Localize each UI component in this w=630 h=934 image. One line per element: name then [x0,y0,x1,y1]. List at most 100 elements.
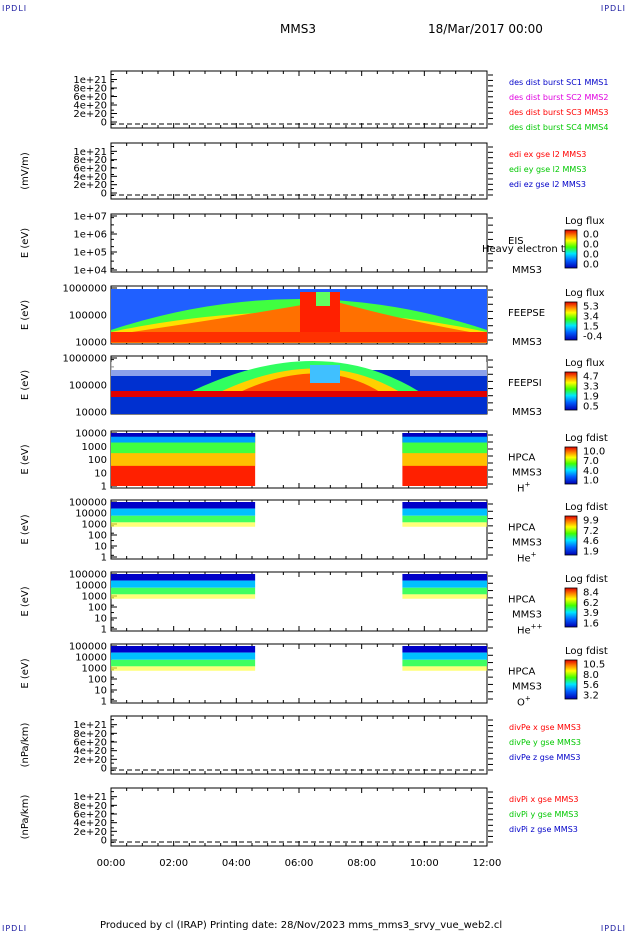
spectrogram-band [402,508,487,516]
hpca-spectrogram [402,574,487,599]
y-tick-label: 1e+21 [73,75,107,86]
y-axis-label: E (eV) [20,658,31,688]
hpca-spectrogram [111,646,256,671]
colorbar-title: Log fdist [565,574,608,585]
colorbar-tick-label: 5.3 [583,302,599,313]
colorbar [564,587,578,628]
spacecraft-title: MMS3 [280,22,316,36]
legend-entry: divPi y gse MMS3 [509,810,578,819]
y-tick-label: 6e+20 [73,810,107,821]
spectrogram-band [111,515,256,523]
y-tick-label: 1000000 [62,354,107,365]
colorbar [564,515,578,556]
instrument-label: FEEPSI [508,378,542,389]
x-tick-label: 10:00 [410,858,439,869]
y-tick-label: 2e+20 [73,755,107,766]
y-tick-label: 100000 [69,311,107,322]
y-tick-label: 1000 [82,442,107,453]
y-axis-label: (nPa/km) [20,723,31,768]
instrument-label: FEEPSE [508,308,545,319]
colorbar-tick-label: 1.0 [583,476,599,487]
y-tick-label: 10000 [75,338,107,349]
spectrogram-band [402,594,487,599]
hpca-spectrogram [402,433,487,486]
y-tick-label: 10 [94,686,107,697]
spectrogram-band [111,522,256,527]
instrument-label: HPCA [508,595,536,606]
colorbar-tick-label: 0.0 [583,230,599,241]
spectrogram-band [402,522,487,527]
y-tick-label: 8e+20 [73,84,107,95]
spectrogram-band [402,433,487,443]
y-tick-label: 8e+20 [73,729,107,740]
panel-5: E (eV) 1000000 100000 10000 FEEPSI MMS3 Log fl… [20,354,605,419]
hpca-spectrogram [111,502,256,527]
colorbar [564,229,578,269]
y-tick-label: 100000 [69,381,107,392]
colorbar-tick-label: 1.5 [583,322,599,333]
hpca-spectrogram [111,433,256,486]
legend-entry: edi ex gse l2 MMS3 [509,150,586,159]
legend-entry: divPe x gse MMS3 [509,723,581,732]
x-tick-label: 06:00 [285,858,314,869]
spectrogram-band [402,587,487,595]
colorbar-title: Log fdist [565,433,608,444]
y-tick-label: 8e+20 [73,155,107,166]
y-tick-label: 10000 [75,509,107,520]
colorbar-title: Log flux [565,216,605,227]
spectrogram-band [402,433,487,437]
legend-entry: divPi x gse MMS3 [509,795,578,804]
instrument-label: HPCA [508,453,536,464]
spectrogram-band [111,587,256,595]
x-tick-label: 04:00 [222,858,251,869]
spectrogram-band [111,508,256,516]
y-tick-label: 2e+20 [73,180,107,191]
y-tick-label: 1e+21 [73,720,107,731]
legend-entry: edi ey gse l2 MMS3 [509,165,587,174]
y-tick-label: 1e+21 [73,147,107,158]
species-label: He+ [517,551,537,565]
colorbar-title: Log flux [565,358,605,369]
panel-frame [110,213,488,273]
spectrogram-band [111,433,256,443]
y-tick-label: 100000 [69,498,107,509]
y-tick-label: 100 [88,531,107,542]
spectrogram-band [111,433,256,437]
spacecraft-label: MMS3 [512,538,542,549]
panel-frame [110,142,488,200]
colorbar-tick-label: -0.4 [583,332,603,343]
colorbar [564,659,578,700]
corner-label-top-left: IPDLI [2,4,28,13]
spectrogram-band [111,574,256,581]
y-axis-label: E (eV) [20,586,31,616]
y-tick-label: 6e+20 [73,164,107,175]
y-tick-label: 10 [94,468,107,479]
date-title: 18/Mar/2017 00:00 [428,22,543,36]
legend-entry: des dist burst SC3 MMS3 [509,108,608,117]
y-tick-label: 1 [101,625,107,636]
spectrogram-band [402,580,487,588]
spectrogram-band [402,666,487,671]
y-tick-label: 1 [101,553,107,564]
y-tick-label: 10000 [75,581,107,592]
spectrogram-band [111,646,256,653]
spectrogram-band [111,659,256,667]
spectrogram-band [402,646,487,653]
colorbar-tick-label: 9.9 [583,516,599,527]
x-tick-label: 00:00 [97,858,126,869]
legend-entry: des dist burst SC1 MMS1 [509,78,608,87]
x-tick-label: 08:00 [347,858,376,869]
legend-entry: des dist burst SC2 MMS2 [509,93,608,102]
spectrogram-band [402,502,487,509]
y-tick-label: 1e+05 [73,248,107,259]
corner-label-top-right: IPDLI [600,4,626,13]
y-tick-label: 100 [88,455,107,466]
colorbar-tick-label: 4.6 [583,536,599,547]
corner-label-bottom-right: IPDLI [600,924,626,933]
colorbar-tick-label: 8.4 [583,588,599,599]
colorbar-tick-label: 6.2 [583,598,599,609]
legend-entry: edi ez gse l2 MMS3 [509,180,586,189]
spectrogram-band [410,362,487,376]
